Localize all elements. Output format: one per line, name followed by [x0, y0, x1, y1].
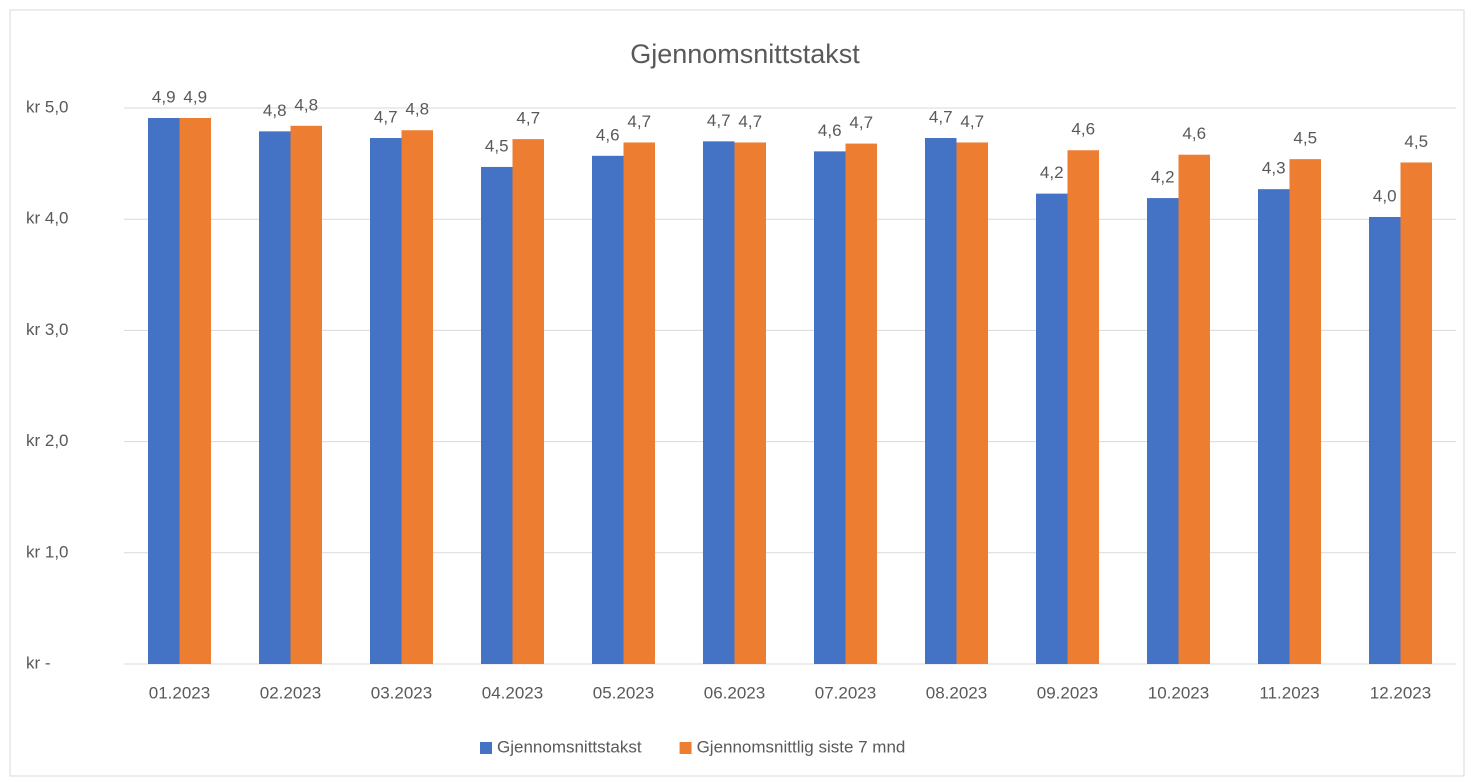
data-label: 4,7 [929, 108, 953, 127]
bar [481, 166, 513, 664]
data-label: 4,6 [1071, 120, 1095, 139]
x-tick-label: 07.2023 [815, 683, 876, 702]
data-label: 4,5 [485, 136, 509, 155]
bar [623, 142, 655, 665]
bar [1147, 198, 1179, 664]
data-label: 4,5 [1404, 132, 1428, 151]
bar [956, 142, 988, 665]
bar [1369, 216, 1401, 664]
data-label: 4,6 [596, 125, 620, 144]
x-tick-label: 02.2023 [260, 683, 321, 702]
x-tick-label: 01.2023 [149, 683, 210, 702]
data-label: 4,5 [1293, 129, 1317, 148]
data-label: 4,7 [516, 109, 540, 128]
data-label: 4,2 [1040, 163, 1064, 182]
x-tick-label: 08.2023 [926, 683, 987, 702]
bar [179, 118, 211, 665]
data-label: 4,6 [818, 121, 842, 140]
x-tick-label: 05.2023 [593, 683, 654, 702]
bar [592, 155, 624, 665]
data-label: 4,7 [738, 112, 762, 131]
bar [1067, 150, 1099, 665]
bar [814, 151, 846, 665]
data-label: 4,0 [1373, 186, 1397, 205]
bar [1258, 189, 1290, 664]
data-label: 4,8 [294, 95, 318, 114]
data-label: 4,6 [1182, 124, 1206, 143]
legend-label: Gjennomsnittlig siste 7 mnd [697, 737, 906, 756]
bar [845, 143, 877, 665]
data-label: 4,7 [374, 108, 398, 127]
bar [734, 142, 766, 665]
bar [259, 131, 291, 665]
legend-label: Gjennomsnittstakst [497, 737, 642, 756]
data-label: 4,9 [183, 87, 207, 106]
data-label: 4,2 [1151, 168, 1175, 187]
x-tick-label: 12.2023 [1370, 683, 1431, 702]
bar [512, 139, 544, 665]
x-tick-label: 03.2023 [371, 683, 432, 702]
data-label: 4,7 [707, 111, 731, 130]
bar [1289, 159, 1321, 665]
y-tick-label: kr 1,0 [26, 542, 69, 561]
y-tick-label: kr 5,0 [26, 97, 69, 116]
bar [1178, 154, 1210, 665]
bar [401, 130, 433, 665]
data-label: 4,8 [405, 100, 429, 119]
bar [290, 125, 322, 665]
bar [370, 138, 402, 665]
data-label: 4,7 [627, 112, 651, 131]
x-tick-label: 06.2023 [704, 683, 765, 702]
x-tick-label: 10.2023 [1148, 683, 1209, 702]
chart-title: Gjennomsnittstakst [630, 39, 860, 69]
x-tick-label: 09.2023 [1037, 683, 1098, 702]
bar [148, 118, 180, 665]
data-label: 4,7 [849, 113, 873, 132]
legend-swatch [679, 742, 692, 754]
bar [1400, 162, 1432, 664]
y-tick-label: kr 3,0 [26, 320, 69, 339]
legend-swatch [480, 742, 492, 754]
data-label: 4,8 [263, 101, 287, 120]
y-tick-label: kr - [26, 653, 51, 672]
data-label: 4,3 [1262, 159, 1286, 178]
y-tick-label: kr 2,0 [26, 431, 69, 450]
bar [925, 138, 957, 665]
data-label: 4,9 [152, 87, 176, 106]
x-tick-label: 11.2023 [1259, 683, 1319, 702]
y-tick-label: kr 4,0 [26, 209, 69, 228]
bar [703, 141, 735, 665]
data-label: 4,7 [960, 112, 984, 131]
bar [1036, 193, 1068, 664]
x-tick-label: 04.2023 [482, 683, 543, 702]
